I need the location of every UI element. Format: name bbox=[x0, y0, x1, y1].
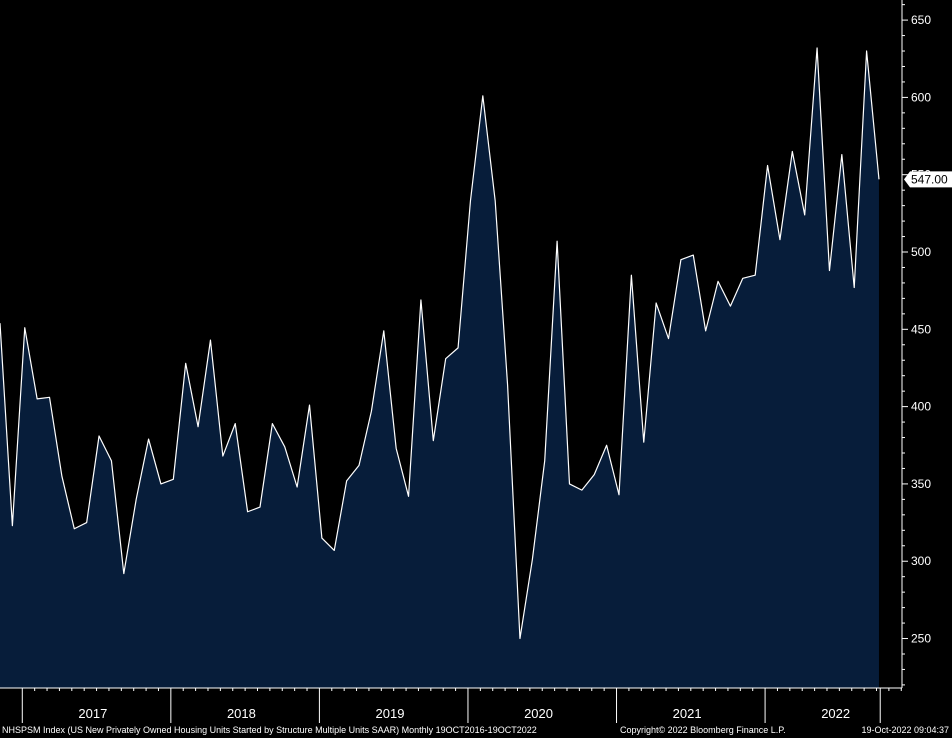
y-tick-label: 300 bbox=[911, 554, 931, 568]
series-area bbox=[0, 47, 879, 689]
area-layer bbox=[0, 47, 880, 689]
chart: 2503003504004505005506006502017201820192… bbox=[0, 0, 952, 723]
x-tick-label: 2018 bbox=[227, 706, 256, 721]
last-value-label: 547.00 bbox=[911, 172, 948, 186]
axes-layer bbox=[0, 0, 908, 723]
labels-layer: 2503003504004505005506006502017201820192… bbox=[78, 13, 952, 721]
footer-description: NHSPSM Index (US New Privately Owned Hou… bbox=[2, 725, 537, 735]
footer-copyright: Copyright© 2022 Bloomberg Finance L.P. bbox=[620, 725, 786, 735]
x-tick-label: 2017 bbox=[78, 706, 107, 721]
x-tick-label: 2020 bbox=[524, 706, 553, 721]
y-tick-label: 500 bbox=[911, 245, 931, 259]
footer: NHSPSM Index (US New Privately Owned Hou… bbox=[0, 723, 952, 738]
y-tick-label: 350 bbox=[911, 477, 931, 491]
series-line bbox=[0, 47, 880, 640]
footer-timestamp: 19-Oct-2022 09:04:37 bbox=[861, 725, 949, 735]
y-tick-label: 250 bbox=[911, 632, 931, 646]
y-tick-label: 650 bbox=[911, 13, 931, 27]
y-tick-label: 600 bbox=[911, 90, 931, 104]
x-tick-label: 2021 bbox=[673, 706, 702, 721]
y-tick-label: 450 bbox=[911, 322, 931, 336]
last-value-box bbox=[904, 171, 952, 188]
x-tick-label: 2019 bbox=[376, 706, 405, 721]
last-value-tag: 547.00 bbox=[904, 171, 952, 188]
x-tick-label: 2022 bbox=[821, 706, 850, 721]
y-tick-label: 400 bbox=[911, 400, 931, 414]
